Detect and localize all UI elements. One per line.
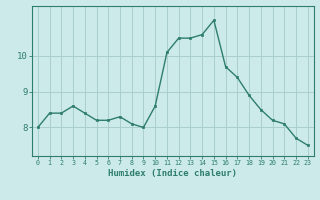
- X-axis label: Humidex (Indice chaleur): Humidex (Indice chaleur): [108, 169, 237, 178]
